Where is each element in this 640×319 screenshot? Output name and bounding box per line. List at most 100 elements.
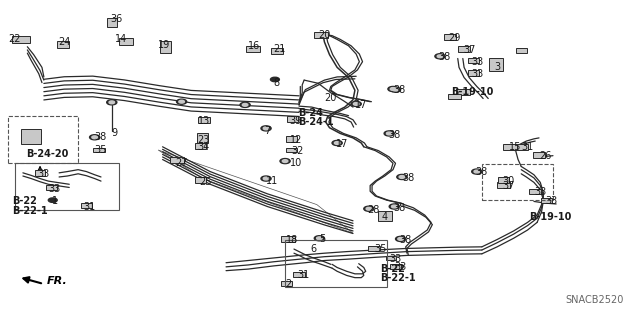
Circle shape [334,142,340,145]
Bar [195,143,206,149]
Text: 38: 38 [438,52,451,62]
Text: 5: 5 [319,234,326,244]
Bar [81,203,92,208]
Circle shape [271,77,280,82]
Bar [444,34,456,40]
Bar [21,130,42,144]
Bar [46,185,56,190]
Circle shape [261,176,271,181]
Text: 31: 31 [298,271,310,280]
Bar [458,46,470,52]
Bar [107,19,116,27]
Text: 33: 33 [48,184,61,194]
Text: 38: 38 [393,85,405,95]
Text: 38: 38 [399,234,412,245]
Circle shape [282,160,288,162]
Text: B-24-20: B-24-20 [26,149,68,159]
Text: 31: 31 [521,142,534,152]
Text: 17: 17 [336,139,348,149]
Circle shape [390,88,396,90]
Text: B-24: B-24 [298,108,323,118]
Text: 20: 20 [324,93,337,103]
Text: 4: 4 [381,212,388,222]
Bar [160,41,172,53]
Bar [541,198,552,203]
Text: 7: 7 [264,126,270,136]
Bar [56,41,69,48]
Text: 33: 33 [472,57,484,67]
Text: B-22-1: B-22-1 [12,206,48,216]
Text: B-19-10: B-19-10 [451,87,494,97]
Circle shape [396,236,406,241]
Text: 33: 33 [534,187,546,197]
Circle shape [263,177,269,180]
Circle shape [437,55,443,58]
Bar [503,144,516,150]
Bar [170,157,184,163]
Bar [515,48,527,53]
Bar [198,117,209,123]
Text: B-24-1: B-24-1 [298,117,333,127]
Text: 35: 35 [95,145,107,155]
Bar [12,36,30,43]
Text: 38: 38 [388,130,400,140]
Circle shape [240,102,250,108]
Text: 21: 21 [274,44,286,54]
Bar [532,152,545,158]
Bar [280,281,292,286]
Circle shape [474,170,479,173]
Circle shape [399,175,404,178]
Text: 10: 10 [289,158,302,168]
Text: 23: 23 [198,135,210,145]
Circle shape [384,131,394,136]
Circle shape [109,101,115,104]
Bar [378,211,392,221]
Bar [8,116,78,163]
Bar [489,58,503,70]
Text: 36: 36 [111,14,123,24]
Text: 2: 2 [285,279,291,289]
Text: 28: 28 [367,205,380,215]
Text: 37: 37 [463,45,476,55]
Bar [448,94,461,100]
Circle shape [179,100,184,103]
Text: 33: 33 [472,69,484,79]
Circle shape [435,54,445,59]
Text: 13: 13 [198,116,210,126]
Bar [517,144,527,150]
Bar [498,177,509,183]
Text: 12: 12 [289,136,302,145]
Text: 18: 18 [286,234,299,245]
Bar [456,89,470,95]
Circle shape [364,206,374,211]
Text: B-22-1: B-22-1 [380,273,416,283]
Bar [280,236,294,242]
Circle shape [353,102,359,105]
Text: 8: 8 [274,78,280,88]
Text: 32: 32 [291,145,304,156]
Circle shape [392,205,397,208]
Circle shape [393,88,398,91]
Text: 38: 38 [476,167,488,177]
Text: 20: 20 [318,30,330,40]
Bar [286,148,296,152]
Bar [390,264,401,269]
Circle shape [263,127,269,130]
Text: 11: 11 [266,176,278,186]
Text: 33: 33 [389,254,401,263]
Text: 3: 3 [495,63,500,72]
Text: 35: 35 [374,244,387,254]
Circle shape [177,99,187,104]
Text: B-22: B-22 [380,264,405,274]
Bar [368,246,380,251]
Text: B-19-10: B-19-10 [529,212,572,222]
Circle shape [472,169,482,174]
Text: 38: 38 [393,203,405,213]
Text: 15: 15 [509,142,521,152]
Text: B-22: B-22 [12,197,37,206]
Text: 29: 29 [448,33,461,43]
Text: 31: 31 [83,202,95,211]
Text: 39: 39 [289,116,302,126]
Bar [314,32,328,38]
Bar [293,272,305,277]
